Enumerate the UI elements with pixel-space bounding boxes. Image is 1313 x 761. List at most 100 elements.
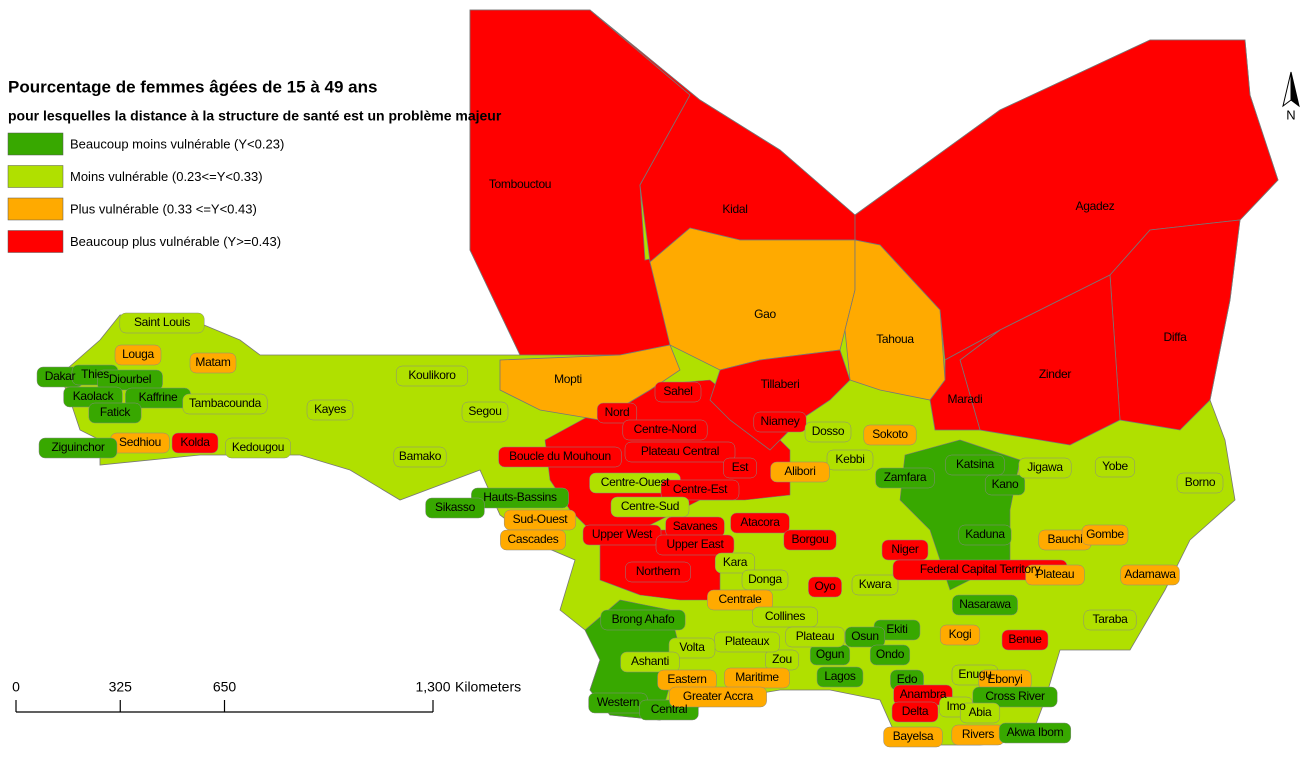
region-label: Volta (679, 640, 705, 654)
region-label: Jigawa (1027, 460, 1063, 474)
region-label: Central (651, 702, 688, 716)
map-subtitle: pour lesquelles la distance à la structu… (8, 108, 502, 124)
region-label: Taraba (1093, 612, 1129, 626)
region-label: Centrale (719, 592, 763, 606)
region (620, 651, 680, 673)
region-label: Brong Ahafo (612, 612, 675, 626)
north-arrow: N (1282, 71, 1300, 122)
region-label: Kebbi (835, 452, 864, 466)
north-arrow-right (1290, 71, 1300, 108)
region (625, 561, 691, 583)
region-label: Zou (772, 652, 792, 666)
region-label: Bayelsa (893, 729, 934, 743)
region (171, 432, 219, 454)
scale-label: 1,300 (415, 679, 450, 695)
region (770, 461, 830, 483)
region-label: Kolda (180, 435, 210, 449)
region (596, 402, 638, 424)
region-label: Boucle du Mouhoun (509, 449, 611, 463)
region-label: Centre-Ouest (601, 475, 670, 489)
legend-swatch (7, 165, 64, 188)
region (875, 467, 935, 489)
region-label: Ashanti (631, 654, 669, 668)
region (654, 381, 702, 403)
region-label: Rivers (962, 727, 995, 741)
region-label: Diourbel (109, 372, 151, 386)
region-label: Dosso (812, 424, 845, 438)
region (395, 365, 469, 387)
region-label: Federal Capital Territory (920, 562, 1041, 576)
region-label: Adamawa (1124, 567, 1176, 581)
region (844, 239, 946, 401)
legend-swatch (7, 230, 64, 253)
region-label: Tambacounda (189, 396, 262, 410)
region-label: Bauchi (1048, 532, 1083, 546)
region (707, 589, 773, 611)
region (1094, 456, 1136, 478)
region-label: Ebonyi (988, 672, 1023, 686)
region-label: Centre-Est (673, 482, 728, 496)
region-label: Mopti (554, 372, 582, 386)
region-label: Ondo (876, 647, 905, 661)
region-label: Diffa (1164, 330, 1188, 344)
region-label: Kidal (722, 202, 747, 216)
region (1176, 472, 1224, 494)
region (669, 686, 767, 708)
region (984, 474, 1026, 496)
region-label: Hauts-Bassins (483, 490, 557, 504)
region-label: Sokoto (872, 427, 908, 441)
region (624, 441, 736, 463)
region-label: Segou (468, 404, 501, 418)
scale-label: 650 (213, 679, 237, 695)
region (38, 437, 118, 459)
region-label: Borgou (792, 532, 829, 546)
region (844, 626, 886, 648)
region-label: Tahoua (876, 332, 914, 346)
region-label: Upper West (592, 527, 653, 541)
region (891, 701, 939, 723)
region-label: Ziguinchor (51, 440, 104, 454)
region-label: Maritime (735, 670, 779, 684)
region (1120, 564, 1180, 586)
region (1109, 219, 1241, 431)
region-label: Cascades (508, 532, 559, 546)
region (730, 512, 790, 534)
region (1081, 524, 1129, 546)
scale-label: 0 (12, 679, 20, 695)
region-label: Ogun (816, 647, 844, 661)
region-label: Plateau Central (641, 444, 719, 458)
region-label: Lagos (824, 669, 855, 683)
region (189, 352, 237, 374)
scale-unit: Kilometers (455, 679, 521, 695)
region-label: Est (732, 460, 749, 474)
region (883, 726, 943, 748)
region (804, 421, 852, 443)
region-label: Borno (1185, 475, 1216, 489)
region-label: Kaffrine (139, 390, 178, 404)
region-label: Kogi (949, 627, 972, 641)
region-label: Kaduna (965, 527, 1005, 541)
region-label: Tillaberi (761, 377, 800, 391)
region (225, 437, 291, 459)
region-label: Donga (748, 572, 782, 586)
region (182, 393, 268, 415)
north-label: N (1286, 107, 1295, 122)
region-label: Imo (946, 699, 966, 713)
region-label: Osun (851, 629, 878, 643)
region-label: Sikasso (435, 500, 476, 514)
region (816, 666, 864, 688)
scale-label: 325 (109, 679, 133, 695)
region-label: Thies (81, 367, 109, 381)
region-label: Northern (636, 564, 680, 578)
region-label: Upper East (666, 537, 724, 551)
region (425, 497, 485, 519)
region (972, 686, 1058, 708)
region-label: Saint Louis (134, 315, 190, 329)
region-label: Enugu (958, 667, 991, 681)
region-label: Greater Accra (683, 689, 754, 703)
region (498, 446, 622, 468)
region (499, 344, 681, 421)
region (952, 594, 1018, 616)
region-label: Savanes (673, 519, 718, 533)
